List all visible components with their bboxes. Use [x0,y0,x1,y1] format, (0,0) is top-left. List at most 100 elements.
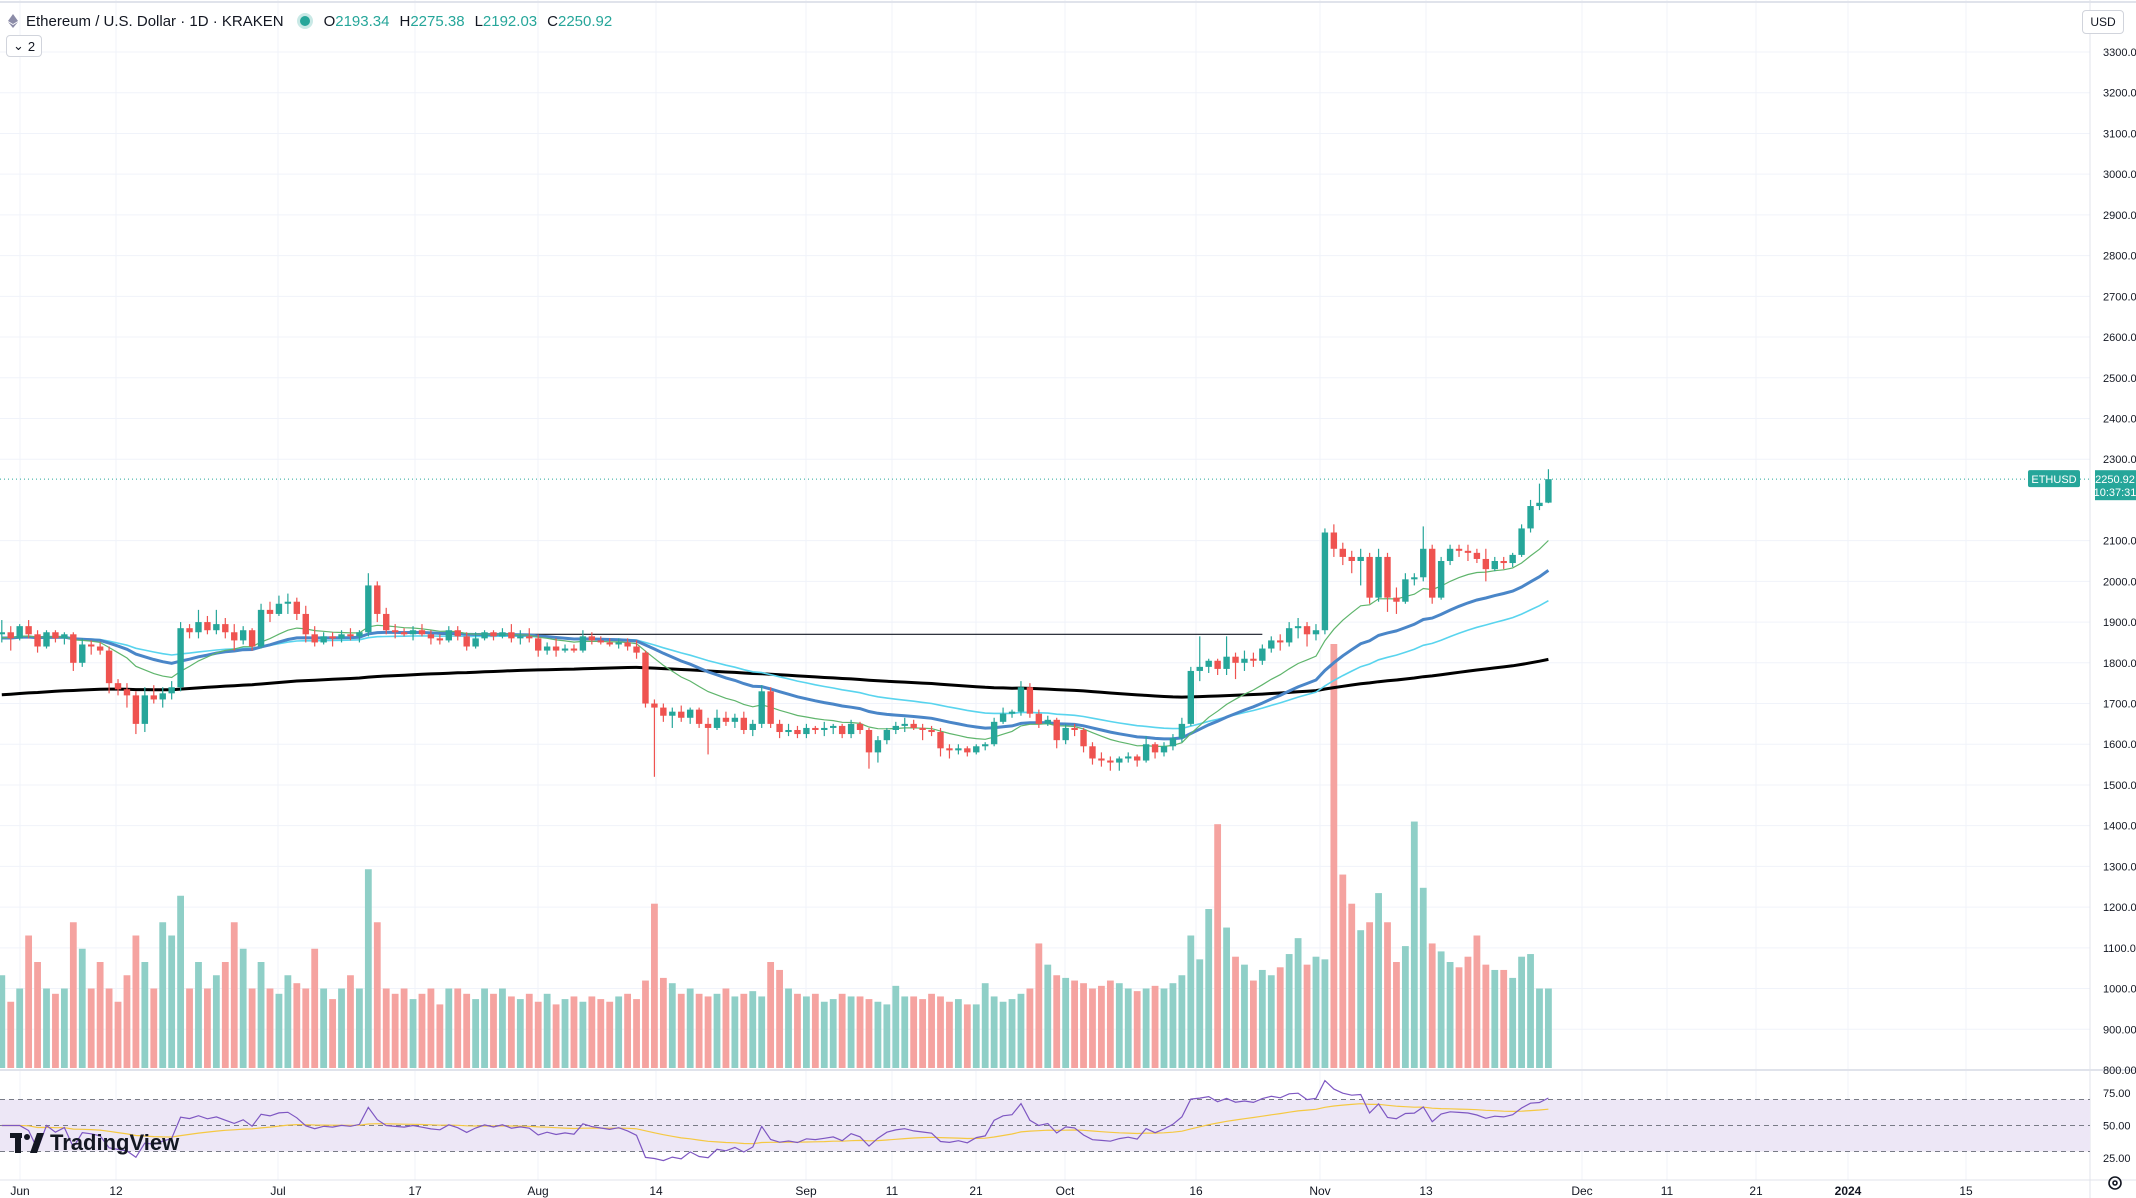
price-tick-label: 2600.00 [2103,332,2136,344]
volume-bar [731,996,739,1068]
volume-bar [302,988,310,1068]
tradingview-logo[interactable]: TradingView [10,1130,179,1156]
volume-bar [910,996,918,1068]
volume-bar [284,975,292,1068]
candle-body [1142,744,1150,761]
rsi-panel[interactable] [0,1079,2090,1162]
volume-bar [1294,938,1302,1068]
volume-bar [1071,980,1078,1068]
candle-body [1098,758,1105,761]
price-tick-label: 2400.00 [2103,413,2136,425]
volume-bar [552,1004,560,1068]
candle-body [427,634,435,639]
candle-body [7,632,14,639]
candle-body [409,630,417,635]
volume-bar [606,1001,614,1068]
candle-body [293,601,301,614]
time-tick-label: 16 [1189,1184,1203,1198]
candle-body [1178,723,1186,739]
volume-bar [928,993,935,1068]
candle-body [874,740,882,753]
candle-body [847,723,855,735]
volume-bar [829,999,837,1068]
candle-body [767,691,774,724]
volume-bar [820,1001,828,1068]
volume-bar [1482,964,1490,1068]
price-tick-label: 1500.00 [2103,780,2136,792]
candle-body [1241,658,1248,663]
candle-body [1107,760,1114,763]
volume-bar [1044,964,1052,1068]
symbol-title[interactable]: Ethereum / U.S. Dollar · 1D · KRAKEN [26,12,284,30]
volume-bar [981,983,989,1068]
price-tick-label: 3300.00 [2103,47,2136,59]
time-tick-label: 14 [649,1184,663,1198]
candle-body [758,691,765,724]
volume-bar [1464,956,1472,1068]
volume-bar [168,935,176,1068]
volume-bar [534,1001,542,1068]
volume-bar [1410,821,1418,1068]
candle-body [1446,548,1454,561]
volume-bar [293,983,301,1068]
candle-body [740,717,748,730]
candle-body [1321,532,1329,631]
candle-body [436,638,444,641]
volume-bar [52,993,59,1068]
volume-bar [230,922,238,1068]
candle-body [856,723,864,730]
candle-body [96,646,104,651]
volume-bar [740,993,748,1068]
candle-body [231,632,238,641]
volume-bar [1285,954,1293,1068]
volume-bar [1357,930,1365,1068]
price-tick-label: 2900.00 [2103,210,2136,222]
candle-body [132,695,140,724]
volume-bar [1062,977,1070,1068]
price-tick-label: 3100.00 [2103,128,2136,140]
sma-200-line [1,657,1549,699]
candle-body [678,711,685,718]
volume-bar [96,962,104,1068]
price-tick-label: 1400.00 [2103,821,2136,833]
price-tick-label: 1100.00 [2103,943,2136,955]
volume-bar [946,1001,953,1068]
volume-bar [427,988,435,1068]
volume-bar [838,993,846,1068]
price-tick-label: 1300.00 [2103,861,2136,873]
volume-bar [60,988,68,1068]
candle-body [776,723,783,733]
volume-bar [1160,988,1168,1068]
candle-body [1527,506,1534,529]
candle-body [1026,687,1034,714]
candle-body [329,636,336,639]
candle-body [239,630,247,641]
ohlc-close: 2250.92 [557,12,613,30]
candles[interactable] [0,469,2090,777]
volume-bar [847,996,855,1068]
candle-body [257,609,265,647]
price-tick-label: 2100.00 [2103,536,2136,548]
volume-bar [1473,935,1481,1068]
volume-bar [1214,824,1222,1068]
candle-body [1473,552,1481,559]
volume-bar [1098,985,1105,1068]
volume-bar [525,993,533,1068]
rsi-ma-line [1,1103,1549,1145]
candle-body [454,630,461,637]
volume-bar [1035,943,1043,1068]
candle-body [1384,556,1391,598]
volume-bar [811,993,819,1068]
settings-gear-icon[interactable] [2106,1174,2124,1192]
candle-body [624,642,631,647]
volume-bar [1196,959,1204,1068]
volume-bar [963,1004,971,1068]
volume-bar [472,999,480,1068]
candle-body [1285,628,1293,643]
candle-body [928,729,935,733]
volume-bar [865,999,873,1068]
price-tick-label: 1600.00 [2103,739,2136,751]
indicators-collapse-button[interactable]: ⌄ 2 [6,35,43,57]
currency-button[interactable]: USD [2082,10,2124,34]
